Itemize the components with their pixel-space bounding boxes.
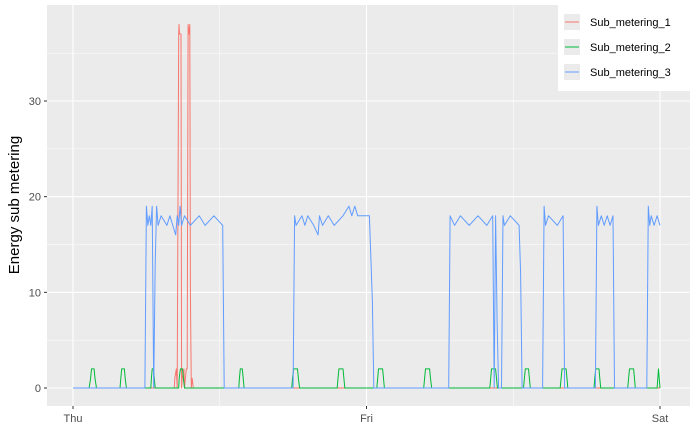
y-axis: 0 10 20 30 bbox=[29, 96, 47, 395]
y-tick-label: 20 bbox=[29, 192, 41, 204]
x-axis: Thu Fri Sat bbox=[64, 406, 669, 425]
y-axis-title: Energy sub metering bbox=[6, 136, 23, 274]
y-tick-label: 10 bbox=[29, 287, 41, 299]
x-tick-label-sat: Sat bbox=[652, 413, 669, 425]
series-layer bbox=[73, 24, 661, 389]
legend-label-sub-metering-3: Sub_metering_3 bbox=[590, 67, 671, 79]
legend-label-sub-metering-1: Sub_metering_1 bbox=[590, 17, 671, 29]
series-line-sub-metering-1 bbox=[73, 24, 660, 389]
x-tick-label-fri: Fri bbox=[360, 413, 373, 425]
y-tick-label: 30 bbox=[29, 96, 41, 108]
x-tick-label-thu: Thu bbox=[64, 413, 83, 425]
y-tick-label: 0 bbox=[35, 383, 41, 395]
legend: Sub_metering_1 Sub_metering_2 Sub_metering… bbox=[558, 5, 691, 91]
legend-background bbox=[558, 5, 691, 91]
legend-label-sub-metering-2: Sub_metering_2 bbox=[590, 42, 671, 54]
series-line-sub-metering-3 bbox=[73, 205, 661, 389]
